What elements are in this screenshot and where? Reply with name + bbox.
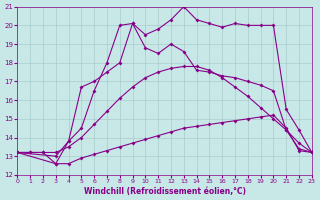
X-axis label: Windchill (Refroidissement éolien,°C): Windchill (Refroidissement éolien,°C) — [84, 187, 245, 196]
